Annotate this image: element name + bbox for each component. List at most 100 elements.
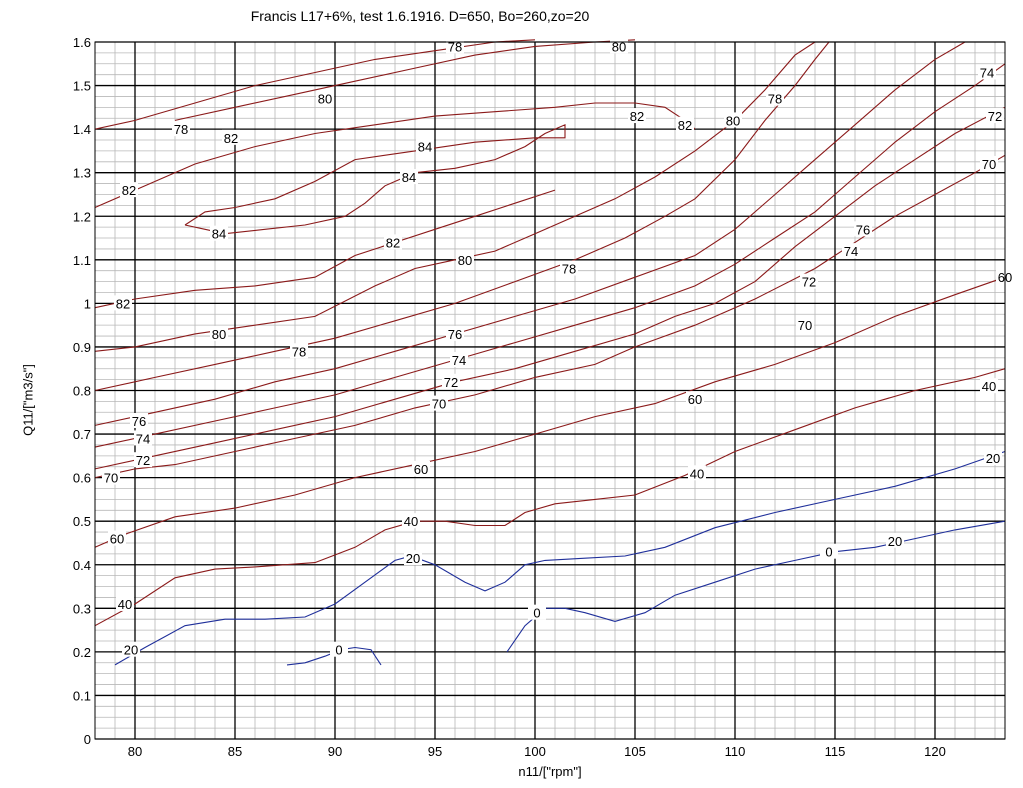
contour-label-bg	[114, 295, 132, 311]
contour-labels: 0002020202040404040606060607070707072727…	[102, 38, 1014, 658]
y-tick-label: 0.4	[73, 558, 91, 573]
x-tick-label: 80	[128, 744, 142, 759]
contour-label-78: 78	[562, 262, 576, 277]
contour-label-bg	[528, 604, 546, 620]
contour-label-40: 40	[690, 466, 704, 481]
contour-label-bg	[210, 225, 228, 241]
contour-label-bg	[446, 325, 464, 341]
contour-label-bg	[842, 243, 860, 259]
contour-label-bg	[122, 641, 140, 657]
contour-label-74: 74	[980, 65, 994, 80]
major-grid	[95, 41, 1005, 740]
contour-label-bg	[676, 116, 694, 132]
contour-label-bg	[980, 378, 998, 394]
contour-label-bg	[456, 251, 474, 267]
contour-label-20: 20	[406, 551, 420, 566]
contour-label-bg	[980, 155, 998, 171]
contour-label-bg	[800, 273, 818, 289]
contour-label-20: 20	[124, 643, 138, 658]
y-tick-label: 1.2	[73, 209, 91, 224]
contour-label-bg	[686, 391, 704, 407]
contour-label-60: 60	[110, 532, 124, 547]
contour-label-bg	[688, 465, 706, 481]
x-tick-label: 85	[228, 744, 242, 759]
contour-label-82: 82	[122, 183, 136, 198]
contour-label-bg	[412, 460, 430, 476]
x-tick-label: 90	[328, 744, 342, 759]
x-tick-label: 100	[524, 744, 546, 759]
contour-label-bg	[108, 530, 126, 546]
contour-label-70: 70	[104, 471, 118, 486]
y-tick-label: 0.7	[73, 427, 91, 442]
contour-label-82: 82	[116, 296, 130, 311]
contour-label-40: 40	[982, 379, 996, 394]
y-tick-label: 0.8	[73, 384, 91, 399]
y-tick-label: 0.9	[73, 340, 91, 355]
contour-label-40: 40	[118, 597, 132, 612]
contour-label-78: 78	[448, 39, 462, 54]
contour-label-bg	[316, 90, 334, 106]
contour-label-70: 70	[798, 318, 812, 333]
contour-label-76: 76	[856, 222, 870, 237]
contour-label-bg	[724, 112, 742, 128]
contour-label-bg	[628, 108, 646, 124]
contour-label-72: 72	[988, 109, 1002, 124]
contour-label-72: 72	[444, 375, 458, 390]
contour-label-bg	[560, 260, 578, 276]
contour-label-74: 74	[452, 353, 466, 368]
contour-line-72	[94, 106, 1006, 470]
contour-label-bg	[416, 138, 434, 154]
contour-line-76	[94, 41, 966, 426]
y-tick-label: 0.2	[73, 645, 91, 660]
contour-label-bg	[384, 234, 402, 250]
contour-label-70: 70	[982, 157, 996, 172]
contour-label-bg	[450, 352, 468, 368]
contour-label-bg	[796, 317, 814, 333]
y-tick-label: 0.1	[73, 688, 91, 703]
contour-label-80: 80	[458, 253, 472, 268]
contour-label-72: 72	[136, 453, 150, 468]
contour-line-70	[94, 154, 1006, 479]
contour-label-82: 82	[678, 118, 692, 133]
y-tick-label: 1.6	[73, 35, 91, 50]
contour-label-84: 84	[418, 140, 432, 155]
contour-label-20: 20	[986, 451, 1000, 466]
x-tick-labels: 80 85 90 95 100 105 110 115 120	[128, 744, 946, 759]
contour-line-84	[184, 123, 566, 235]
contour-label-60: 60	[414, 462, 428, 477]
y-tick-label: 0	[84, 732, 91, 747]
contour-label-bg	[766, 90, 784, 106]
contour-label-bg	[210, 325, 228, 341]
contour-label-72: 72	[802, 275, 816, 290]
contour-label-74: 74	[844, 244, 858, 259]
contour-label-bg	[430, 395, 448, 411]
contour-label-bg	[102, 469, 120, 485]
contour-label-78: 78	[174, 122, 188, 137]
contour-label-60: 60	[688, 392, 702, 407]
contour-label-bg	[330, 641, 348, 657]
contour-label-bg	[820, 543, 838, 559]
y-tick-label: 1	[84, 296, 91, 311]
contour-line-82	[94, 102, 696, 209]
x-tick-label: 120	[924, 744, 946, 759]
contour-label-bg	[400, 169, 418, 185]
contour-label-78: 78	[768, 92, 782, 107]
contour-label-40: 40	[404, 514, 418, 529]
contour-label-bg	[854, 221, 872, 237]
contour-label-82: 82	[630, 109, 644, 124]
contour-label-80: 80	[212, 327, 226, 342]
contour-label-0: 0	[825, 545, 832, 560]
contour-line-20	[114, 450, 1006, 666]
y-tick-label: 1.1	[73, 253, 91, 268]
contour-label-bg	[116, 595, 134, 611]
contour-label-0: 0	[335, 643, 342, 658]
contour-label-82: 82	[224, 131, 238, 146]
contour-label-84: 84	[212, 227, 226, 242]
contour-label-bg	[404, 550, 422, 566]
contour-line-80	[174, 39, 636, 121]
contour-label-bg	[442, 373, 460, 389]
contour-label-0: 0	[533, 606, 540, 621]
y-tick-label: 1.4	[73, 122, 91, 137]
contour-label-80: 80	[726, 113, 740, 128]
